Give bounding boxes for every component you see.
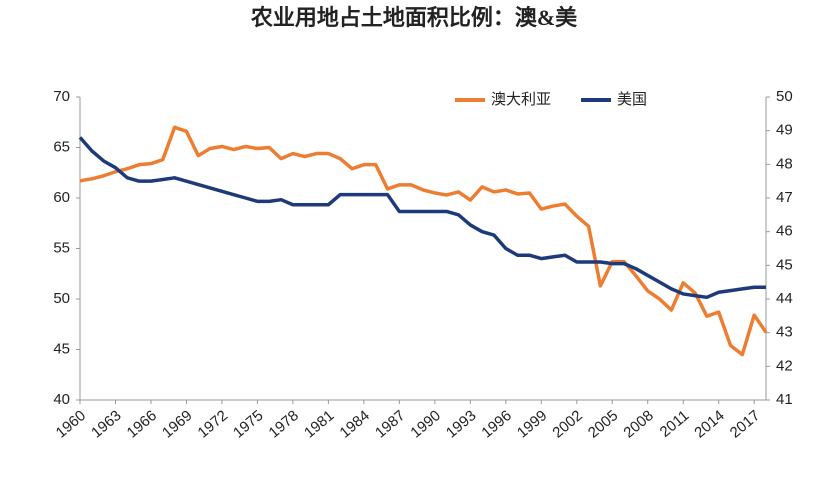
y2-tick-label: 42 [776, 357, 793, 374]
x-tick-label: 1996 [478, 407, 514, 441]
y2-tick-label: 43 [776, 324, 793, 341]
y2-tick-label: 48 [776, 155, 793, 172]
x-tick-label: 1984 [336, 407, 372, 441]
x-tick-label: 1975 [230, 407, 266, 441]
y2-tick-label: 47 [776, 189, 793, 206]
x-tick-label: 2014 [691, 407, 727, 441]
x-tick-label: 1978 [266, 407, 302, 441]
y-tick-label: 50 [53, 290, 70, 307]
x-tick-label: 1993 [443, 407, 479, 441]
legend-label: 美国 [617, 91, 647, 108]
y2-tick-label: 49 [776, 122, 793, 139]
chart-title: 农业用地占土地面积比例：澳&美 [250, 5, 578, 30]
series-line [79, 125, 768, 357]
x-tick-label: 1990 [407, 407, 443, 441]
y-tick-label: 45 [53, 340, 70, 357]
y-tick-label: 40 [53, 391, 70, 408]
y2-tick-label: 45 [776, 256, 793, 273]
x-tick-label: 1966 [124, 407, 160, 441]
y-tick-label: 55 [53, 239, 70, 256]
y2-tick-label: 41 [776, 391, 793, 408]
x-tick-label: 1972 [195, 407, 231, 441]
x-tick-label: 2011 [657, 407, 693, 441]
legend-label: 澳大利亚 [491, 91, 551, 108]
x-tick-label: 2017 [727, 407, 763, 441]
y2-tick-label: 50 [776, 88, 793, 105]
x-tick-label: 1960 [53, 407, 89, 441]
x-tick-label: 2002 [549, 407, 585, 441]
y-tick-label: 65 [53, 138, 70, 155]
y2-tick-label: 44 [776, 290, 793, 307]
x-tick-label: 1999 [514, 407, 550, 441]
x-tick-label: 2008 [620, 407, 656, 441]
x-tick-label: 2005 [585, 407, 621, 441]
series-line [78, 136, 766, 300]
x-tick-label: 1987 [372, 407, 408, 441]
x-tick-label: 1981 [301, 407, 337, 441]
y-tick-label: 70 [53, 88, 70, 105]
y2-tick-label: 46 [776, 223, 793, 240]
y-tick-label: 60 [53, 189, 70, 206]
x-tick-label: 1963 [88, 407, 124, 441]
x-tick-label: 1969 [159, 407, 195, 441]
